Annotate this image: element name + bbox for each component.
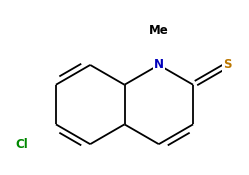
Text: Cl: Cl <box>15 138 28 151</box>
Text: N: N <box>154 58 164 71</box>
Text: S: S <box>223 58 232 71</box>
Text: Me: Me <box>149 24 169 37</box>
